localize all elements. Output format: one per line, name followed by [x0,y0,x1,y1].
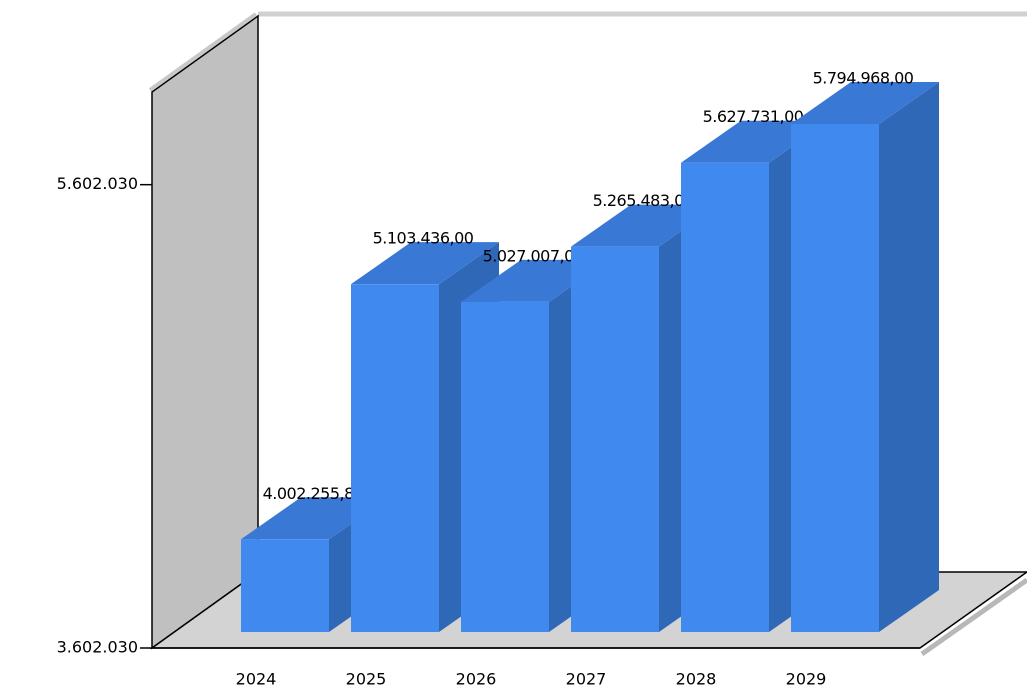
value-label: 5.027.007,00 [483,246,584,265]
bar-top [791,81,939,124]
bar-side [879,81,939,632]
x-tick-label: 2024 [236,670,277,689]
y-tick-label: 3.602.030 [57,638,138,657]
value-label: 5.103.436,00 [373,229,474,248]
x-tick-label: 2029 [786,670,827,689]
x-tick-label: 2025 [346,670,387,689]
value-label: 5.627.731,00 [703,107,804,126]
bar [681,162,769,633]
bar [791,123,879,632]
value-label: 4.002.255,80 [263,484,364,503]
value-label: 5.265.483,00 [593,191,694,210]
left-wall-edge [148,12,258,92]
bar [461,301,549,632]
bar [571,246,659,632]
x-tick-label: 2028 [676,670,717,689]
bar [241,539,329,632]
x-tick-label: 2027 [566,670,607,689]
x-tick-label: 2026 [456,670,497,689]
value-label: 5.794.968,00 [813,68,914,87]
bar-top [351,242,499,285]
floor-edge [920,577,1027,657]
bar [351,284,439,632]
y-tick-label: 5.602.030 [57,174,138,193]
